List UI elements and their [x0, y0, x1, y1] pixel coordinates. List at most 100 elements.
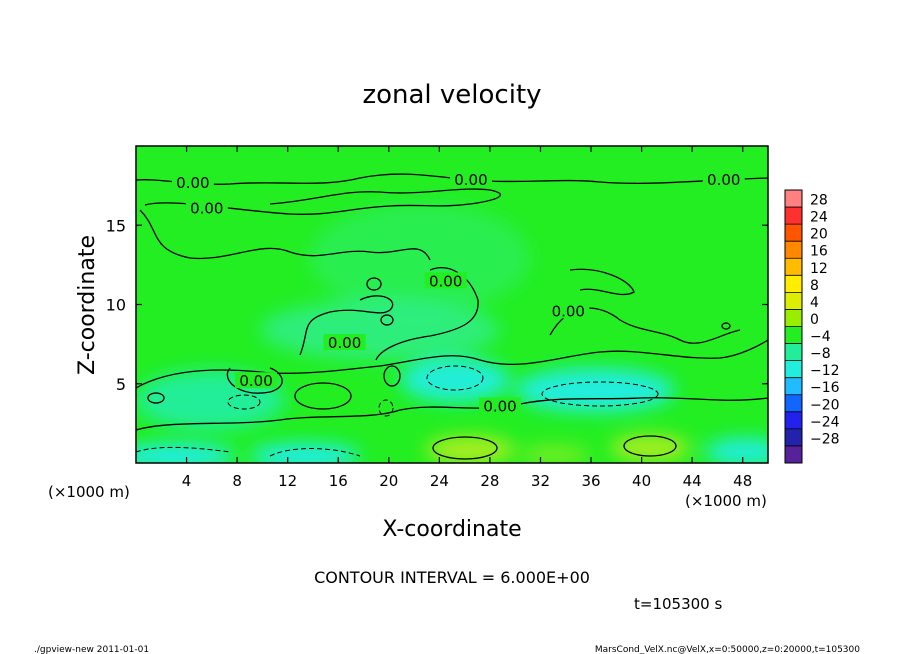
contour-neg-3 — [227, 394, 261, 410]
contour-label-bg-8 — [479, 397, 522, 414]
contour-closed-3 — [383, 365, 401, 387]
contour-label-bg-5 — [323, 334, 366, 351]
chart-title: zonal velocity — [362, 80, 541, 110]
contour-top-band — [136, 173, 768, 185]
contour-label-bg-2 — [702, 170, 745, 187]
y-tick-label-0: 5 — [116, 375, 126, 394]
colorbar-label-2: 20 — [810, 227, 828, 243]
contour-neg-4 — [136, 446, 231, 453]
colorbar-label-14: −28 — [810, 431, 840, 447]
contour-neg-5 — [269, 448, 361, 457]
colorbar-swatch-3 — [785, 241, 802, 259]
contour-lobe-2 — [139, 209, 431, 261]
colorbar-swatch-12 — [785, 394, 802, 413]
field-patch-warm-1 — [425, 436, 515, 463]
contour-label-2: 0.00 — [707, 171, 740, 189]
contour-neg-6 — [378, 399, 394, 417]
colorbar-swatch-10 — [785, 360, 802, 379]
colorbar-swatch-0 — [785, 190, 802, 208]
field-patch-bottom-left — [136, 444, 235, 463]
footer-left: ./gpview-new 2011-01-01 — [34, 645, 149, 654]
x-tick-label-10: 44 — [683, 472, 702, 490]
plot-area: 0.00 0.00 0.00 0.00 0.00 0.00 0.00 0.00 0.00 — [136, 146, 768, 463]
contour-labels: 0.00 0.00 0.00 0.00 0.00 0.00 0.00 0.00 0.00 — [171, 170, 745, 416]
x-unit-label-right: (×1000 m) — [685, 492, 767, 510]
colorbar-label-3: 16 — [810, 244, 828, 260]
contour-label-3: 0.00 — [190, 199, 223, 217]
contour-label-bg-1 — [449, 170, 492, 187]
field-patch-warm-2 — [610, 435, 690, 461]
x-tick-label-11: 48 — [733, 472, 752, 490]
x-tick-label-5: 24 — [430, 472, 449, 490]
colorbar-label-12: −20 — [810, 397, 840, 413]
contour-label-8: 0.00 — [483, 398, 516, 416]
contour-label-6: 0.00 — [552, 302, 585, 320]
colorbar-swatch-6 — [785, 292, 802, 310]
colorbar-label-7: 0 — [810, 312, 819, 328]
contour-lobe-8 — [136, 397, 768, 431]
colorbar-label-9: −8 — [810, 346, 831, 362]
contour-lobe-7 — [569, 268, 635, 296]
contour-closed-8 — [721, 322, 731, 330]
y-axis-title: Z-coordinate — [75, 235, 100, 375]
time-text: t=105300 s — [634, 595, 722, 613]
contour-lobe-4 — [299, 295, 394, 356]
footer-right: MarsCond_VelX.nc@VelX,x=0:50000,z=0:2000… — [595, 645, 860, 654]
colorbar-label-4: 12 — [810, 261, 828, 277]
contour-label-bg-0 — [171, 174, 214, 191]
colorbar-label-1: 24 — [810, 210, 828, 226]
colorbar-swatch-8 — [785, 326, 802, 345]
colorbar-label-5: 8 — [810, 278, 819, 294]
contour-lobe-5 — [136, 339, 768, 389]
x-tick-label-0: 4 — [182, 472, 192, 490]
contour-closed-5 — [380, 314, 394, 326]
colorbar-swatch-13 — [785, 411, 802, 430]
colorbar-swatch-4 — [785, 258, 802, 276]
contour-closed-2 — [147, 392, 165, 404]
field-patch-bottom-right — [705, 438, 768, 463]
x-tick-label-9: 40 — [632, 472, 651, 490]
contour-closed-7 — [623, 435, 677, 457]
contour-label-bg-7 — [235, 372, 278, 389]
contour-lobe-1 — [144, 188, 502, 215]
contour-neg-2 — [541, 381, 659, 407]
negative-contour-lines — [136, 365, 659, 457]
x-tick-label-3: 16 — [329, 472, 348, 490]
x-unit-label-left: (×1000 m) — [48, 483, 130, 501]
field-patch-bottom-mid — [250, 444, 360, 463]
contour-closed-4 — [366, 277, 382, 291]
field-patch-warm-3 — [520, 445, 590, 463]
colorbar-swatch-11 — [785, 377, 802, 396]
contour-closed-6 — [432, 436, 498, 460]
colorbar-label-13: −24 — [810, 414, 840, 430]
field-patch-right — [515, 368, 675, 412]
x-tick-label-4: 20 — [379, 472, 398, 490]
colorbar-swatch-7 — [785, 309, 802, 327]
colorbar-label-6: 4 — [810, 295, 819, 311]
field-patch-center — [400, 358, 510, 402]
x-tick-label-2: 12 — [278, 472, 297, 490]
contour-label-5: 0.00 — [328, 334, 361, 352]
x-tick-label-8: 36 — [581, 472, 600, 490]
contour-label-bg-3 — [185, 199, 228, 216]
contour-interval-text: CONTOUR INTERVAL = 6.000E+00 — [314, 568, 590, 587]
contour-neg-1 — [426, 365, 484, 391]
contour-label-bg-4 — [424, 272, 467, 289]
contour-lobe-9 — [226, 367, 283, 394]
x-tick-label-7: 32 — [531, 472, 550, 490]
y-tick-label-1: 10 — [106, 296, 126, 315]
colorbar-label-0: 28 — [810, 193, 828, 209]
colorbar-swatch-1 — [785, 207, 802, 225]
y-tick-label-2: 15 — [106, 216, 126, 235]
colorbar-label-8: −4 — [810, 329, 831, 345]
colorbar-label-11: −16 — [810, 380, 840, 396]
contour-label-4: 0.00 — [429, 272, 462, 290]
field-patch-mid — [260, 300, 500, 360]
colorbar-swatch-14 — [785, 428, 802, 447]
contour-label-0: 0.00 — [176, 174, 209, 192]
colorbar-label-10: −12 — [810, 363, 840, 379]
contour-label-7: 0.00 — [239, 372, 272, 390]
contour-label-1: 0.00 — [454, 171, 487, 189]
colorbar-swatch-2 — [785, 224, 802, 242]
